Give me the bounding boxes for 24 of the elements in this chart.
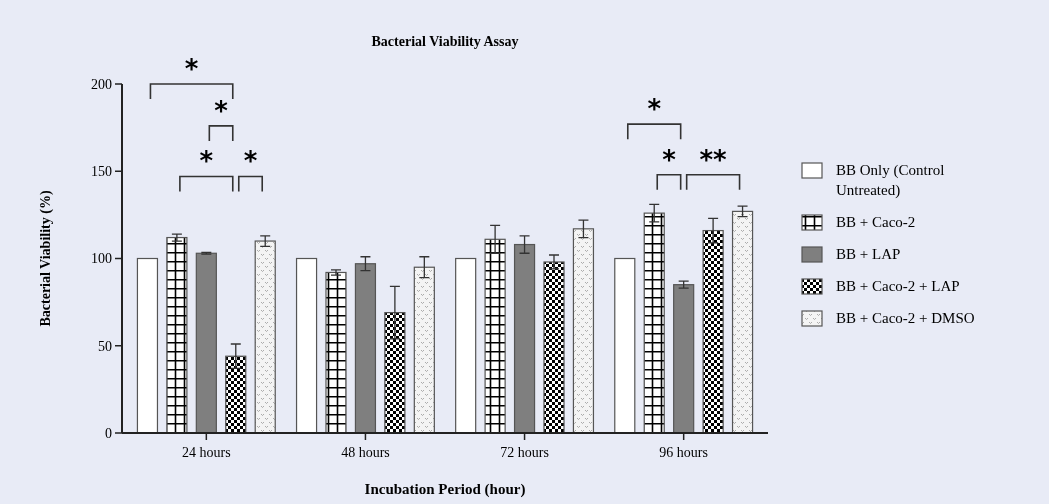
x-tick-label: 72 hours [500, 445, 549, 460]
y-tick-label: 100 [91, 251, 112, 267]
annotation: * [184, 54, 199, 84]
y-tick-label: 50 [98, 338, 112, 354]
annotation: * [647, 94, 662, 125]
annotation: * [199, 146, 214, 177]
x-tick-label: 24 hours [182, 445, 231, 460]
y-tick-label: 200 [91, 76, 112, 92]
legend-label: BB + Caco-2 + LAP [836, 278, 960, 294]
annotation: * [214, 95, 229, 126]
legend-label: BB + Caco-2 [836, 214, 916, 230]
chart-title: Bacterial Viability Assay [371, 34, 519, 49]
legend-label: BB + Caco-2 + DMSO [836, 310, 975, 326]
annotation: * [662, 144, 677, 175]
x-tick-label: 48 hours [341, 445, 390, 460]
y-tick-label: 150 [91, 164, 112, 180]
annotation: * [243, 146, 258, 177]
annotation: ** [699, 144, 728, 175]
y-axis-title: Bacterial Viability (%) [38, 190, 54, 327]
y-tick-label: 0 [105, 425, 112, 441]
x-axis-title: Incubation Period (hour) [364, 481, 526, 498]
legend-label: BB + LAP [836, 246, 901, 262]
x-tick-label: 96 hours [659, 445, 708, 460]
legend-label: BB Only (Control Untreated) [836, 162, 945, 199]
